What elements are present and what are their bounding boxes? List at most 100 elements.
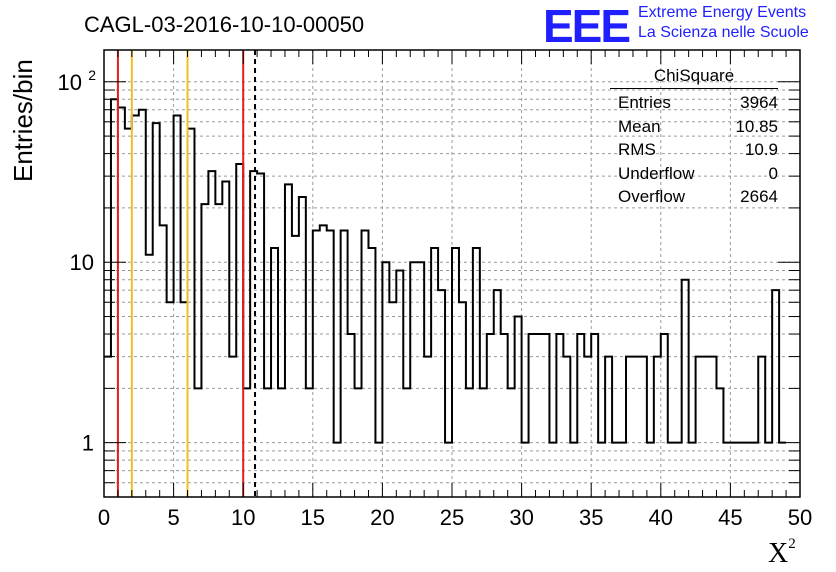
histogram-bin [661,334,668,497]
histogram-bin [355,388,362,497]
histogram-bin [536,334,543,497]
y-tick-label: 10 [70,250,94,275]
histogram-bin [389,302,396,497]
histogram-bin [362,230,369,497]
histogram-bin [125,129,132,497]
histogram-bin [633,357,640,497]
histogram-bin [320,225,327,497]
histogram-bin [445,443,452,497]
histogram-bin [570,443,577,497]
x-tick-label: 35 [579,505,603,530]
histogram-bin [257,174,264,497]
histogram-bin [515,317,522,497]
histogram-bin [647,443,654,497]
histogram-bin [737,443,744,497]
eee-logo: EEE Extreme Energy Events La Scienza nel… [543,0,836,52]
histogram-bin [549,443,556,497]
histogram-bin [194,388,201,497]
histogram-bin [264,388,271,497]
y-tick-label: 10 [58,70,82,95]
histogram-bin [153,123,160,497]
stats-title: ChiSquare [610,66,778,89]
x-tick-label: 10 [231,505,255,530]
histogram-bin [118,108,125,497]
stats-row-underflow: Underflow 0 [610,162,778,186]
histogram-bin [529,334,536,497]
histogram-bin [473,248,480,497]
stats-label: Entries [618,93,671,112]
histogram-bin [146,255,153,497]
x-tick-label: 0 [98,505,110,530]
histogram-bin [132,116,139,497]
logo-line-1: Extreme Energy Events [638,4,807,21]
histogram-bin [348,334,355,497]
histogram-bin [577,334,584,497]
histogram-bin [710,357,717,497]
histogram-bin [292,236,299,497]
histogram-bin [723,443,730,497]
stats-row-entries: Entries 3964 [610,91,778,115]
x-axis-label-base: X [768,538,789,569]
histogram-bin [730,443,737,497]
histogram-bin [744,443,751,497]
stats-value: 10.9 [744,140,778,159]
stats-value: 10.85 [735,116,778,136]
histogram-bin [751,443,758,497]
histogram-bin [271,248,278,497]
histogram-bin [556,334,563,497]
histogram-bin [208,171,215,497]
histogram-bin [306,388,313,497]
histogram-bin [508,388,515,497]
x-tick-label: 50 [788,505,812,530]
stats-label: Overflow [618,187,686,206]
stats-value: 3964 [740,93,778,112]
histogram-bin [779,443,786,497]
histogram-bin [703,357,710,497]
stats-label: Mean [618,116,661,136]
histogram-bin [466,388,473,497]
histogram-bin [403,388,410,497]
histogram-bin [382,262,389,497]
histogram-bin [167,302,174,497]
histogram-bin [494,290,501,497]
x-axis-label: X2 [768,536,796,570]
histogram-bin [480,388,487,497]
histogram-bin [501,334,508,497]
histogram-bin [341,230,348,497]
histogram-bin [612,443,619,497]
x-axis-label-exp: 2 [788,536,796,552]
stats-value: 0 [768,163,778,183]
stats-row-mean: Mean 10.85 [610,115,778,139]
x-tick-label: 5 [167,505,179,530]
histogram-bin [584,357,591,497]
histogram-bin [327,230,334,497]
histogram-bin [640,357,647,497]
stats-label: RMS [618,140,656,159]
histogram-bin [605,357,612,497]
stats-row-overflow: Overflow 2664 [610,185,778,209]
histogram-bin [542,334,549,497]
histogram-bin [668,443,675,497]
chart-title: CAGL-03-2016-10-10-00050 [84,12,365,37]
histogram-bin [201,204,208,497]
x-tick-label: 30 [509,505,533,530]
histogram-bin [675,443,682,497]
histogram-bin [250,171,257,497]
stats-box: ChiSquare Entries 3964 Mean 10.85 RMS 10… [610,66,778,209]
stats-label: Underflow [618,163,695,183]
histogram-bin [716,388,723,497]
histogram-bin [299,197,306,497]
histogram-bin [591,334,598,497]
histogram-bin [215,204,222,497]
histogram-bin [487,334,494,497]
histogram-bin [334,443,341,497]
histogram-bin [104,357,111,497]
histogram-series [104,98,787,444]
histogram-bin [424,357,431,497]
histogram-bin [160,225,167,497]
histogram-bin [765,443,772,497]
x-tick-label: 25 [440,505,464,530]
histogram-bin [188,129,195,497]
histogram-bin [758,357,765,497]
